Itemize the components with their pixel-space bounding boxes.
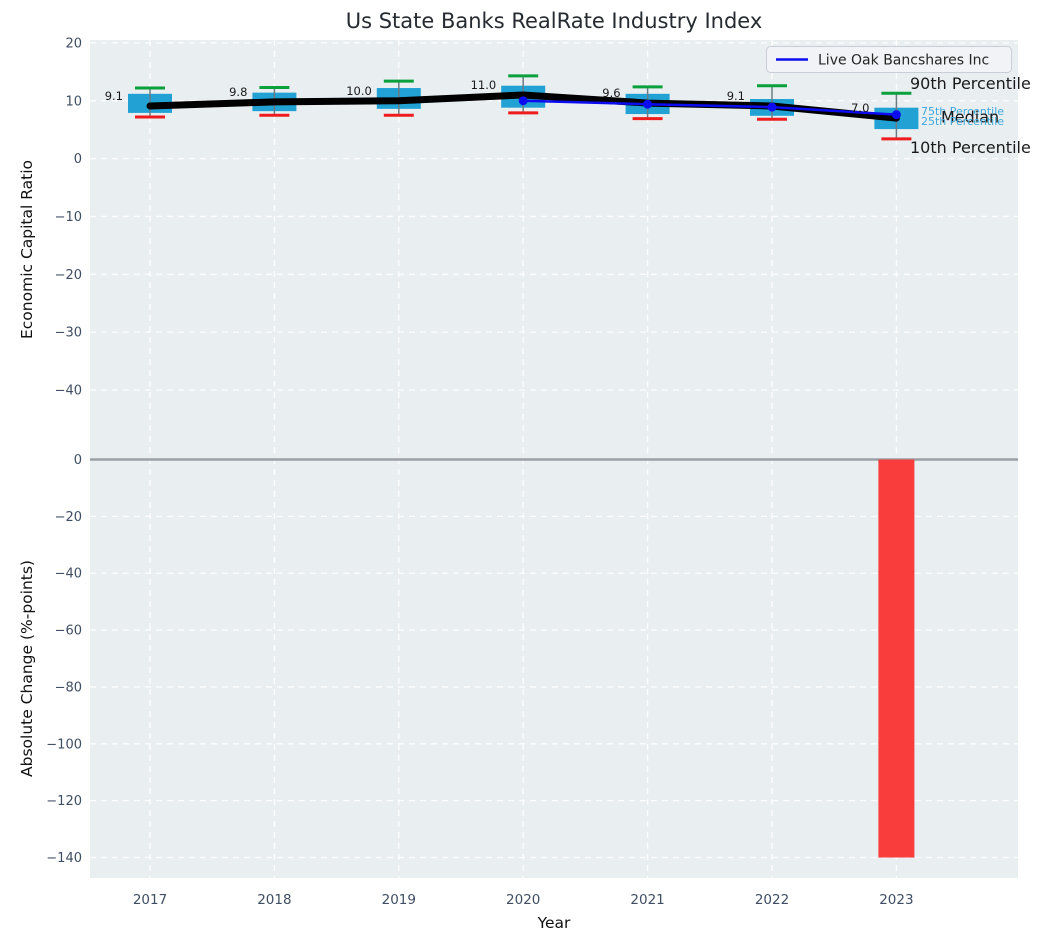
annotation-90th-percentile: 90th Percentile	[910, 74, 1031, 93]
x-axis-label: Year	[537, 914, 571, 932]
y-axis-label-top: Economic Capital Ratio	[18, 160, 36, 339]
annotation-median: Median	[941, 108, 999, 127]
y-tick-label: −80	[55, 680, 82, 695]
x-tick-label: 2017	[133, 892, 167, 908]
change-bar	[878, 459, 915, 858]
y-tick-label: −120	[46, 794, 82, 809]
y-tick-label: −40	[55, 384, 82, 399]
x-ticks: 2017 2018 2019 2020 2021 2022 2023	[133, 892, 914, 908]
live-oak-line	[521, 99, 898, 116]
x-tick-label: 2018	[257, 892, 291, 908]
y-tick-label: −20	[55, 268, 82, 283]
median-value-label: 9.1	[105, 89, 123, 103]
x-tick-label: 2021	[630, 892, 664, 908]
legend-label: Live Oak Bancshares Inc	[818, 53, 989, 69]
y-tick-label: −10	[55, 210, 82, 225]
y-tick-label: −40	[55, 567, 82, 582]
live-oak-point	[767, 102, 777, 112]
annotation-75th-percentile: 75th Percentile	[921, 105, 1004, 118]
y-tick-label: 0	[74, 453, 82, 468]
legend: Live Oak Bancshares Inc	[766, 46, 1012, 73]
y-tick-label: −60	[55, 624, 82, 639]
y-tick-label: −140	[46, 851, 82, 866]
y-tick-label: −30	[55, 326, 82, 341]
x-tick-label: 2023	[879, 892, 913, 908]
chart-title: Us State Banks RealRate Industry Index	[346, 9, 763, 33]
y-tick-label: −20	[55, 510, 82, 525]
x-tick-label: 2022	[755, 892, 789, 908]
median-value-label: 9.1	[727, 89, 745, 103]
legend-box	[766, 46, 1012, 73]
x-tick-label: 2019	[382, 892, 416, 908]
y-tick-label: −100	[46, 737, 82, 752]
live-oak-point	[891, 110, 901, 120]
y-tick-label: 0	[74, 152, 82, 167]
annotation-25th-percentile: 25th Percentile	[921, 115, 1004, 128]
median-value-label: 9.8	[229, 85, 247, 99]
y-tick-label: 10	[65, 94, 82, 109]
live-oak-point	[518, 96, 528, 106]
median-value-label: 11.0	[471, 78, 497, 92]
median-value-labels: 9.1 9.8 10.0 11.0 9.6 9.1 7.0	[105, 78, 870, 115]
live-oak-markers	[518, 96, 901, 120]
annotation-10th-percentile: 10th Percentile	[910, 138, 1031, 157]
y-ticks-bottom: 0 −20 −40 −60 −80 −100 −120 −140	[46, 453, 82, 866]
median-value-label: 9.6	[602, 86, 620, 100]
y-tick-label: 20	[65, 36, 82, 51]
median-value-label: 7.0	[851, 101, 869, 115]
y-axis-label-bottom: Absolute Change (%-points)	[18, 560, 36, 777]
median-value-label: 10.0	[346, 84, 372, 98]
x-tick-label: 2020	[506, 892, 540, 908]
change-bars	[878, 459, 915, 858]
y-ticks-top: 20 10 0 −10 −20 −30 −40	[55, 36, 82, 398]
live-oak-point	[643, 99, 653, 109]
